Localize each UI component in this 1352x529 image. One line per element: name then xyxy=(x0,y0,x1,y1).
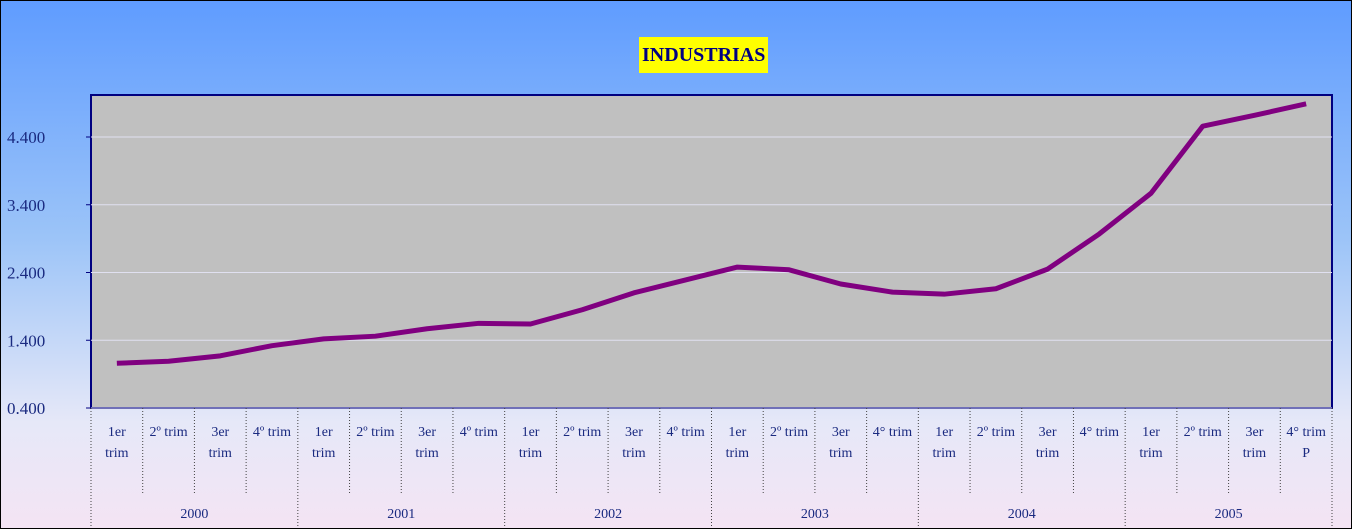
x-tick-label: 3er trim xyxy=(622,425,646,461)
x-tick-label: 1er trim xyxy=(725,425,750,461)
x-tick-label: 2º trim xyxy=(1183,425,1222,440)
y-tick-label: 1.400 xyxy=(7,331,45,350)
x-tick-label: 2º trim xyxy=(149,425,188,440)
line-series xyxy=(116,101,1307,366)
x-tick-label: 2º trim xyxy=(976,425,1015,440)
x-tick-label: 3er trim xyxy=(1035,425,1060,461)
chart-title: INDUSTRIAS xyxy=(639,37,769,73)
x-tick-label: 1er trim xyxy=(932,425,956,461)
x-tick-label: 2º trim xyxy=(563,425,602,440)
x-tick-label: 1er trim xyxy=(312,425,336,461)
x-tick-label: 2º trim xyxy=(356,425,395,440)
group-label: 2001 xyxy=(387,507,416,522)
x-tick-label: 4º trim xyxy=(252,425,292,440)
x-tick-label: 3er trim xyxy=(415,425,439,461)
x-tick-label: 4º trim xyxy=(666,425,705,440)
y-tick-label: 3.400 xyxy=(7,196,45,215)
y-tick-label: 4.400 xyxy=(7,128,45,147)
x-tick-label: 3er trim xyxy=(1242,425,1267,461)
x-tick-label: 4° trim P xyxy=(1286,425,1326,461)
group-label: 2005 xyxy=(1214,507,1243,522)
x-tick-label: 4º trim xyxy=(459,425,498,440)
group-label: 2000 xyxy=(180,507,209,522)
group-label: 2004 xyxy=(1007,507,1036,522)
group-label: 2003 xyxy=(800,507,829,522)
y-tick-label: 0.400 xyxy=(7,399,45,418)
group-label: 2002 xyxy=(594,507,623,522)
x-tick-label: 3er trim xyxy=(829,425,853,461)
x-tick-label: 1er trim xyxy=(518,425,543,461)
x-tick-label: 1er trim xyxy=(1139,425,1163,461)
x-tick-label: 3er trim xyxy=(208,425,232,461)
x-tick-label: 2º trim xyxy=(769,425,809,440)
x-tick-label: 4° trim xyxy=(1079,425,1120,440)
x-tick-label: 4° trim xyxy=(872,425,913,440)
y-tick-label: 2.400 xyxy=(7,264,45,283)
x-tick-label: 1er trim xyxy=(105,425,129,461)
plot-area xyxy=(90,94,1333,409)
